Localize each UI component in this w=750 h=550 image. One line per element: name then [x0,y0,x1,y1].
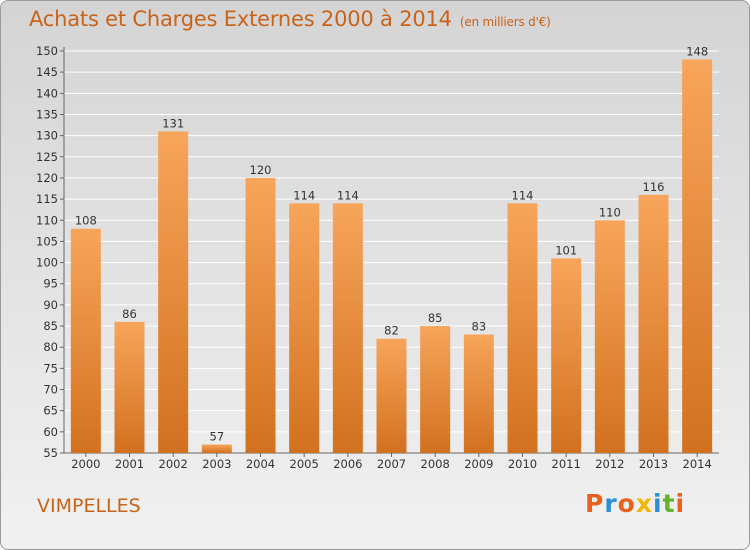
brand-letter: i [653,489,663,518]
x-tick-label: 2001 [115,457,144,471]
bar [289,203,320,453]
x-tick-label: 2003 [202,457,231,471]
x-tick-label: 2014 [683,457,712,471]
bar [245,177,276,453]
data-label: 85 [428,311,443,325]
brand-letter: x [635,489,653,518]
bar [463,334,494,453]
data-label: 114 [512,188,534,202]
y-tick-label: 110 [36,213,58,227]
data-label: 110 [599,205,621,219]
data-label: 114 [337,188,359,202]
chart-subtitle: (en milliers d'€) [459,15,551,29]
bar [420,326,451,453]
y-tick-label: 90 [43,298,58,312]
x-tick-label: 2009 [464,457,493,471]
bar [551,258,582,453]
bar [682,59,713,453]
commune-name: VIMPELLES [37,495,141,517]
x-tick-label: 2010 [508,457,537,471]
data-label: 120 [250,163,272,177]
y-tick-label: 115 [36,192,58,206]
y-tick-label: 65 [43,404,58,418]
x-tick-label: 2008 [421,457,450,471]
data-label: 148 [686,44,708,58]
y-tick-label: 120 [36,171,58,185]
x-tick-label: 2011 [552,457,581,471]
data-label: 101 [555,243,577,257]
y-tick-label: 55 [43,446,58,460]
y-tick-label: 145 [36,65,58,79]
bar [158,131,189,453]
y-tick-label: 100 [36,256,58,270]
data-label: 116 [643,180,665,194]
data-label: 114 [293,188,315,202]
data-label: 82 [384,324,399,338]
y-tick-label: 75 [43,361,58,375]
y-tick-label: 125 [36,150,58,164]
y-tick-label: 135 [36,107,58,121]
x-tick-label: 2000 [71,457,100,471]
y-tick-label: 60 [43,425,58,439]
data-label: 131 [162,116,184,130]
y-tick-label: 80 [43,340,58,354]
y-tick-label: 105 [36,234,58,248]
chart-title-text: Achats et Charges Externes 2000 à 2014 [29,7,452,31]
y-tick-label: 85 [43,319,58,333]
bar [638,194,669,453]
brand-letter: r [604,489,618,518]
y-tick-label: 70 [43,383,58,397]
brand-letter: i [675,489,686,518]
bar [507,203,538,453]
y-tick-label: 130 [36,129,58,143]
brand-logo: Proxiti [585,489,685,518]
bar [594,220,625,453]
brand-letter: o [617,489,636,518]
brand-letter: P [585,489,605,518]
bar [332,203,363,453]
bar [114,321,145,453]
y-tick-label: 95 [43,277,58,291]
x-tick-label: 2005 [290,457,319,471]
bar-chart: 55 60 65 70 75 80 85 90 95 100 105 110 115 120 125 130 1… [36,44,719,471]
x-tick-label: 2007 [377,457,406,471]
y-tick-label: 140 [36,86,58,100]
x-tick-label: 2013 [639,457,668,471]
x-tick-label: 2004 [246,457,275,471]
brand-letter: t [662,489,676,518]
data-label: 86 [122,307,137,321]
bar [376,338,407,453]
x-tick-label: 2002 [159,457,188,471]
x-tick-label: 2012 [595,457,624,471]
chart-title: Achats et Charges Externes 2000 à 2014 (e… [29,7,551,31]
data-label: 108 [75,214,97,228]
y-tick-label: 150 [36,44,58,58]
data-label: 57 [210,430,225,444]
x-tick-label: 2006 [333,457,362,471]
data-label: 83 [472,320,487,334]
bar [70,228,101,453]
bar [201,444,232,453]
